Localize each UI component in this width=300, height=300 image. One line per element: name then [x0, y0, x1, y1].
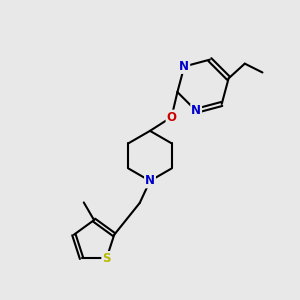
Text: O: O	[167, 111, 176, 124]
Text: N: N	[179, 60, 189, 73]
Text: N: N	[191, 104, 201, 117]
Text: S: S	[102, 252, 111, 265]
Text: N: N	[145, 174, 155, 188]
